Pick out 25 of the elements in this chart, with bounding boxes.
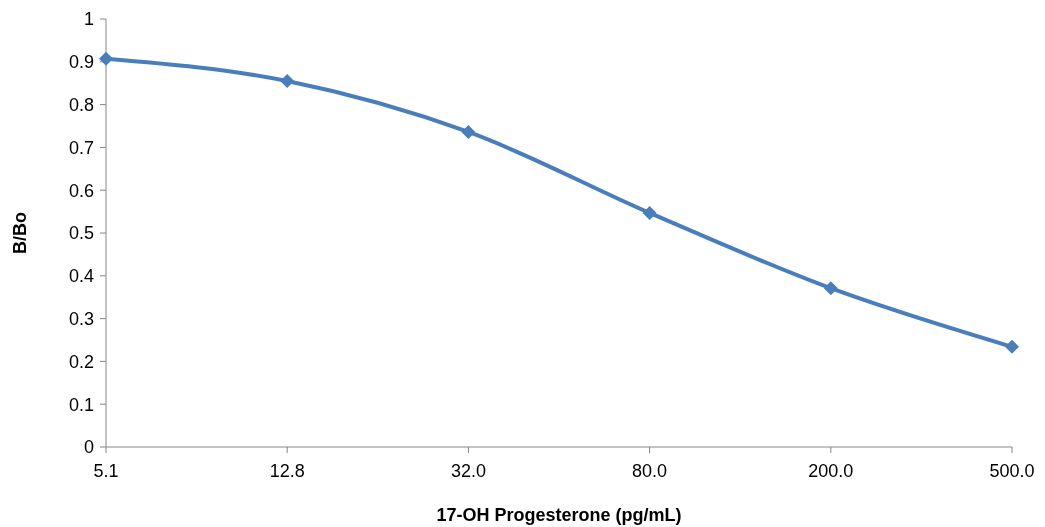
y-tick-label: 0.2 — [68, 351, 94, 372]
x-tick-label: 12.8 — [269, 461, 305, 481]
y-tick-label: 0.3 — [68, 308, 94, 329]
y-tick-label: 0.6 — [68, 180, 94, 201]
y-axis-title: B/Bo — [10, 212, 30, 254]
x-tick-label: 500.0 — [989, 461, 1035, 481]
y-tick-label: 0 — [83, 437, 94, 458]
x-tick-label: 5.1 — [93, 461, 119, 481]
y-tick-label: 1 — [83, 9, 94, 30]
y-tick-label: 0.8 — [68, 94, 94, 115]
point — [1005, 339, 1019, 354]
x-tick-label: 80.0 — [632, 461, 668, 481]
x-tick-label: 32.0 — [450, 461, 486, 481]
point — [461, 124, 476, 139]
x-tick-label: 200.0 — [808, 461, 854, 481]
y-tick-label: 0.4 — [68, 266, 94, 287]
x-axis-title: 17-OH Progesterone (pg/mL) — [436, 505, 682, 525]
point — [642, 205, 657, 220]
point — [280, 74, 295, 89]
y-tick-label: 0.5 — [68, 223, 94, 244]
point — [823, 281, 838, 296]
y-tick-label: 0.1 — [68, 394, 94, 415]
y-tick-label: 0.7 — [68, 137, 94, 158]
point — [99, 51, 113, 66]
y-tick-label: 0.9 — [68, 52, 94, 73]
